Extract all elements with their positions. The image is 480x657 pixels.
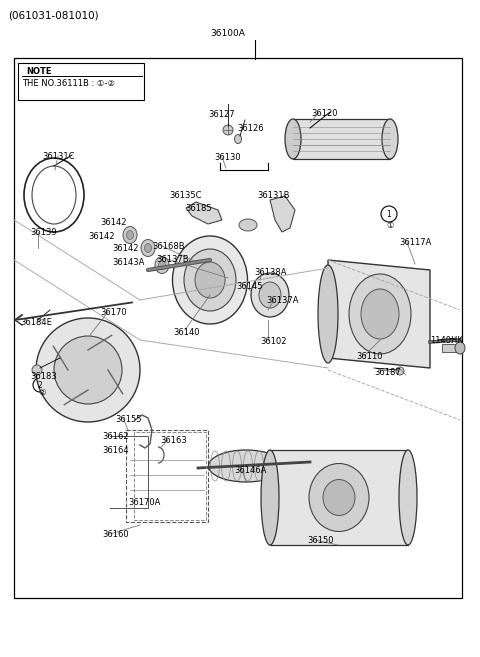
- Text: ①: ①: [386, 221, 394, 230]
- Ellipse shape: [36, 318, 140, 422]
- Ellipse shape: [235, 135, 241, 143]
- Ellipse shape: [294, 455, 310, 477]
- Text: 36145: 36145: [236, 282, 263, 291]
- Ellipse shape: [144, 244, 152, 252]
- Text: 36187: 36187: [374, 368, 401, 377]
- Circle shape: [32, 365, 42, 375]
- Text: 36126: 36126: [237, 124, 264, 133]
- Polygon shape: [270, 196, 295, 232]
- Text: 36164: 36164: [102, 446, 129, 455]
- Bar: [126, 430, 208, 522]
- Text: 36137B: 36137B: [156, 255, 189, 264]
- Text: 36142: 36142: [112, 244, 139, 253]
- Text: 2: 2: [37, 381, 42, 390]
- Text: ②: ②: [38, 388, 46, 397]
- Text: (061031-081010): (061031-081010): [8, 10, 98, 20]
- Text: 36110: 36110: [356, 352, 383, 361]
- Ellipse shape: [158, 260, 166, 269]
- Ellipse shape: [184, 249, 236, 311]
- Ellipse shape: [155, 256, 169, 273]
- Text: 36117A: 36117A: [399, 238, 432, 247]
- Bar: [14, 58, 462, 598]
- Ellipse shape: [349, 274, 411, 354]
- Ellipse shape: [195, 262, 225, 298]
- Text: 36170A: 36170A: [128, 498, 160, 507]
- Text: 36162: 36162: [102, 432, 129, 441]
- Text: 36185: 36185: [185, 204, 212, 213]
- Ellipse shape: [361, 289, 399, 339]
- Text: 36142: 36142: [100, 218, 127, 227]
- Text: 1140HK: 1140HK: [430, 336, 463, 345]
- Text: 36135C: 36135C: [169, 191, 202, 200]
- Text: 36137A: 36137A: [266, 296, 299, 305]
- Ellipse shape: [309, 463, 369, 532]
- Ellipse shape: [208, 450, 284, 482]
- Ellipse shape: [285, 119, 301, 159]
- Ellipse shape: [323, 480, 355, 516]
- Ellipse shape: [223, 125, 233, 135]
- Ellipse shape: [455, 342, 465, 354]
- Text: 36150: 36150: [307, 536, 334, 545]
- Polygon shape: [186, 202, 222, 224]
- Text: 36120: 36120: [311, 109, 337, 118]
- Text: NOTE: NOTE: [26, 67, 51, 76]
- Ellipse shape: [54, 336, 122, 404]
- Text: 36139: 36139: [30, 228, 57, 237]
- Text: 36155: 36155: [115, 415, 142, 424]
- Ellipse shape: [399, 450, 417, 545]
- Text: 36143A: 36143A: [112, 258, 144, 267]
- Text: 36163: 36163: [160, 436, 187, 445]
- Ellipse shape: [127, 231, 133, 240]
- Ellipse shape: [172, 236, 248, 324]
- Text: 36160: 36160: [102, 530, 129, 539]
- Polygon shape: [328, 260, 430, 368]
- Bar: [293, 119, 390, 159]
- Text: 36142: 36142: [88, 232, 115, 241]
- Bar: [18, 63, 144, 100]
- Text: 36140: 36140: [173, 328, 200, 337]
- Text: 36138A: 36138A: [254, 268, 287, 277]
- Text: 36183: 36183: [30, 372, 57, 381]
- Ellipse shape: [259, 282, 281, 308]
- Ellipse shape: [239, 219, 257, 231]
- Ellipse shape: [261, 450, 279, 545]
- Text: 36170: 36170: [100, 308, 127, 317]
- Ellipse shape: [396, 367, 404, 375]
- Text: 36146A: 36146A: [234, 466, 266, 475]
- Ellipse shape: [382, 119, 398, 159]
- Text: THE NO.36111B : ①-②: THE NO.36111B : ①-②: [22, 79, 115, 88]
- Text: 36102: 36102: [260, 337, 287, 346]
- Bar: [442, 344, 460, 352]
- Text: 36131B: 36131B: [257, 191, 289, 200]
- Text: 36130: 36130: [214, 153, 240, 162]
- Text: 1: 1: [386, 210, 391, 219]
- Ellipse shape: [318, 265, 338, 363]
- Ellipse shape: [251, 273, 289, 317]
- Text: 36127: 36127: [208, 110, 235, 119]
- Text: 36184E: 36184E: [20, 318, 52, 327]
- Text: 36168B: 36168B: [152, 242, 185, 251]
- Ellipse shape: [123, 227, 137, 244]
- Ellipse shape: [141, 240, 155, 256]
- Text: 36131C: 36131C: [42, 152, 74, 161]
- Bar: [270, 450, 408, 545]
- Text: 36100A: 36100A: [211, 29, 245, 38]
